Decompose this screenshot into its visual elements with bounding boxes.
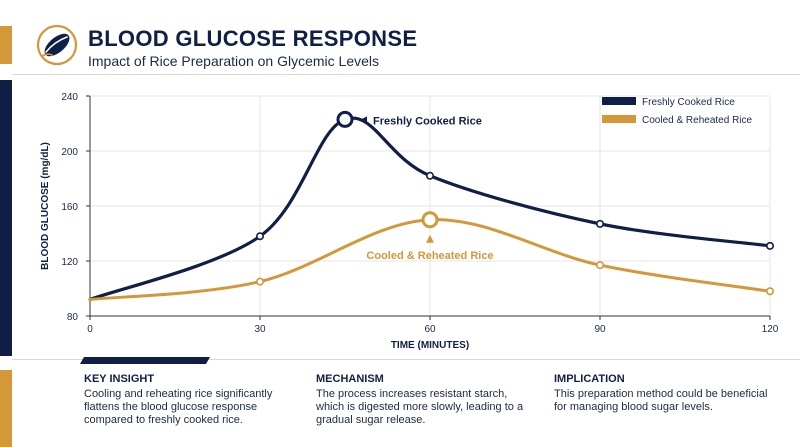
- annotation-arrow: [359, 116, 367, 125]
- footer-text: The process increases resistant starch, …: [316, 388, 546, 427]
- x-tick-label: 90: [594, 324, 606, 335]
- legend-label: Freshly Cooked Rice: [642, 97, 735, 108]
- x-axis-title: TIME (MINUTES): [391, 340, 469, 351]
- footer-line: This preparation method could be benefic…: [554, 388, 768, 400]
- peak-marker: [336, 110, 354, 128]
- x-tick-label: 0: [87, 324, 93, 335]
- axis-ticks: 0 30 60 90 120 80 120 160 200 240: [61, 92, 778, 335]
- x-tick-label: 120: [762, 324, 779, 335]
- footer-accent-band: [79, 357, 211, 364]
- accent-bar-top: [0, 26, 12, 64]
- footer-key-insight: KEY INSIGHT Cooling and reheating rice s…: [84, 373, 314, 427]
- footer-divider: [12, 359, 800, 360]
- x-tick-label: 60: [424, 324, 436, 335]
- data-point: [595, 261, 604, 270]
- data-point: [595, 219, 604, 228]
- footer-line: compared to freshly cooked rice.: [84, 414, 243, 426]
- annotation-label: Cooled & Reheated Rice: [366, 250, 493, 262]
- footer-heading: IMPLICATION: [554, 373, 625, 385]
- y-tick-label: 200: [61, 147, 78, 158]
- data-point: [255, 277, 264, 286]
- footer-line: which is digested more slowly, leading t…: [316, 401, 524, 413]
- page-title: BLOOD GLUCOSE RESPONSE: [88, 26, 418, 51]
- series-line-fresh: [88, 116, 772, 302]
- footer-line: gradual sugar release.: [316, 414, 426, 426]
- peak-marker: [421, 211, 439, 229]
- rice-grain-icon: [36, 24, 78, 66]
- footer-heading: MECHANISM: [316, 373, 384, 385]
- legend-label: Cooled & Reheated Rice: [642, 115, 753, 126]
- accent-bar-bottom: [0, 370, 12, 447]
- chart-grid: [89, 95, 771, 317]
- x-tick-label: 30: [254, 324, 266, 335]
- y-tick-label: 80: [67, 312, 79, 323]
- footer-heading: KEY INSIGHT: [84, 373, 155, 385]
- data-point: [765, 241, 774, 250]
- data-point: [255, 232, 264, 241]
- footer-text: This preparation method could be benefic…: [554, 388, 784, 414]
- footer-line: flattens the blood glucose response: [84, 401, 258, 413]
- data-point: [425, 171, 434, 180]
- footer-line: The process increases resistant starch,: [316, 388, 508, 400]
- annotation-arrow: [426, 234, 434, 243]
- page-subtitle: Impact of Rice Preparation on Glycemic L…: [88, 53, 380, 69]
- y-tick-label: 160: [61, 202, 78, 213]
- chart-legend: Freshly Cooked Rice Cooled & Reheated Ric…: [602, 97, 753, 126]
- footer-implication: IMPLICATION This preparation method coul…: [554, 373, 784, 414]
- accent-bar-middle: [0, 80, 12, 356]
- annotation-label: Freshly Cooked Rice: [373, 115, 482, 127]
- legend-swatch: [602, 115, 636, 123]
- y-tick-label: 120: [61, 257, 78, 268]
- footer-mechanism: MECHANISM The process increases resistan…: [316, 373, 546, 427]
- data-point: [765, 287, 774, 296]
- header-divider: [12, 74, 800, 75]
- legend-swatch: [602, 97, 636, 105]
- chart-series: Freshly Cooked Rice Cooled & Reheated Ric…: [88, 110, 774, 302]
- footer-line: Cooling and reheating rice significantly: [84, 388, 273, 400]
- y-axis-title: BLOOD GLUCOSE (mg/dL): [40, 142, 51, 270]
- footer-text: Cooling and reheating rice significantly…: [84, 388, 314, 427]
- y-tick-label: 240: [61, 92, 78, 103]
- footer-line: for managing blood sugar levels.: [554, 401, 713, 413]
